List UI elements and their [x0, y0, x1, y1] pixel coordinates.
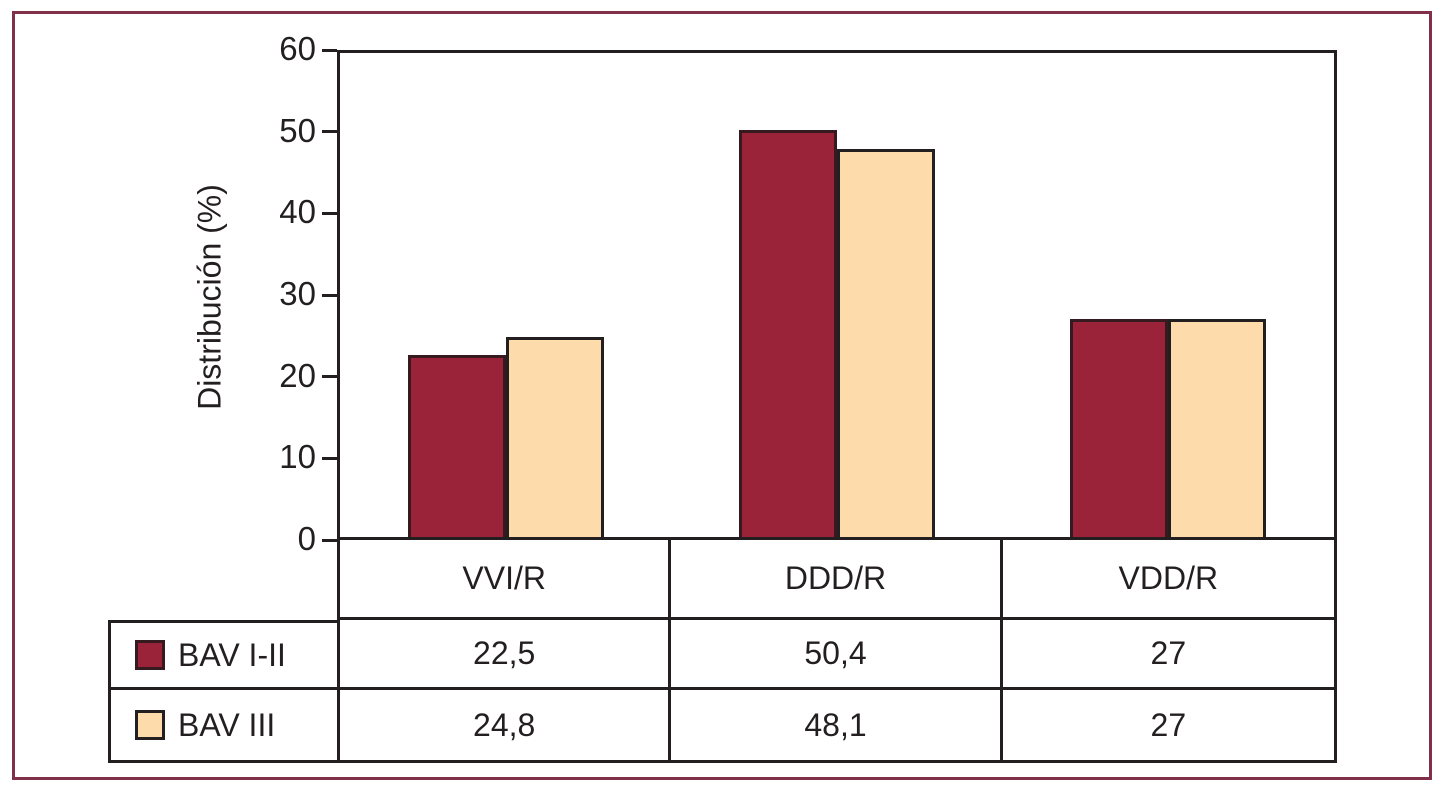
legend-swatch-bav-i-ii [135, 640, 165, 670]
y-axis-tick-label: 50 [279, 111, 316, 149]
bar-bav-i-ii-ddd-r [739, 130, 837, 537]
y-axis-tick [322, 456, 337, 460]
legend-swatch-bav-iii [135, 710, 165, 740]
legend-series-label-bav-i-ii: BAV I-II [178, 636, 286, 673]
y-axis-tick [322, 211, 337, 215]
bar-bav-i-ii-vdd-r [1070, 319, 1169, 537]
y-axis-tick [322, 538, 337, 542]
table-value-bav-i-ii-vvi-r: 22,5 [340, 620, 672, 690]
y-axis-tick [322, 130, 337, 134]
legend-series-label-bav-iii: BAV III [178, 706, 276, 743]
category-and-value-table: VVI/R DDD/R VDD/R 22,5 50,4 27 24,8 48,1 27 [337, 540, 1337, 763]
table-value-bav-iii-vdd-r: 27 [1150, 706, 1187, 743]
table-value-bav-i-ii-ddd-r: 50,4 [671, 620, 1003, 690]
y-axis-tick-label: 0 [297, 520, 316, 558]
table-value-bav-iii-ddd-r: 48,1 [671, 690, 1003, 760]
legend-row-bav-iii: BAV III [111, 690, 337, 760]
y-axis-tick [322, 375, 337, 379]
bar-bav-iii-vvi-r [505, 337, 604, 537]
bar-bav-iii-vdd-r [1168, 319, 1267, 537]
y-axis-tick-label: 30 [279, 275, 316, 313]
plot-area [337, 50, 1337, 540]
figure-outer-border [12, 11, 1432, 780]
y-axis-tick-label: 60 [279, 30, 316, 68]
y-axis-tick-label: 40 [279, 193, 316, 231]
table-value-bav-iii-vvi-r: 24,8 [340, 690, 672, 760]
category-label-vdd-r: VDD/R [1002, 540, 1334, 620]
y-axis-tick [322, 48, 337, 52]
y-axis-tick-label: 20 [279, 356, 316, 394]
bar-bav-iii-ddd-r [837, 149, 935, 537]
table-value-bav-i-ii-vdd-r: 27 [1002, 620, 1334, 690]
bar-bav-i-ii-vvi-r [407, 355, 506, 537]
y-axis-tick [322, 293, 337, 297]
category-label-ddd-r: DDD/R [671, 540, 1003, 620]
legend-box: BAV I-II BAV III [108, 620, 337, 763]
category-label-vvi-r: VVI/R [340, 540, 672, 620]
legend-row-bav-i-ii: BAV I-II [111, 623, 337, 690]
y-axis-tick-label: 10 [279, 438, 316, 476]
